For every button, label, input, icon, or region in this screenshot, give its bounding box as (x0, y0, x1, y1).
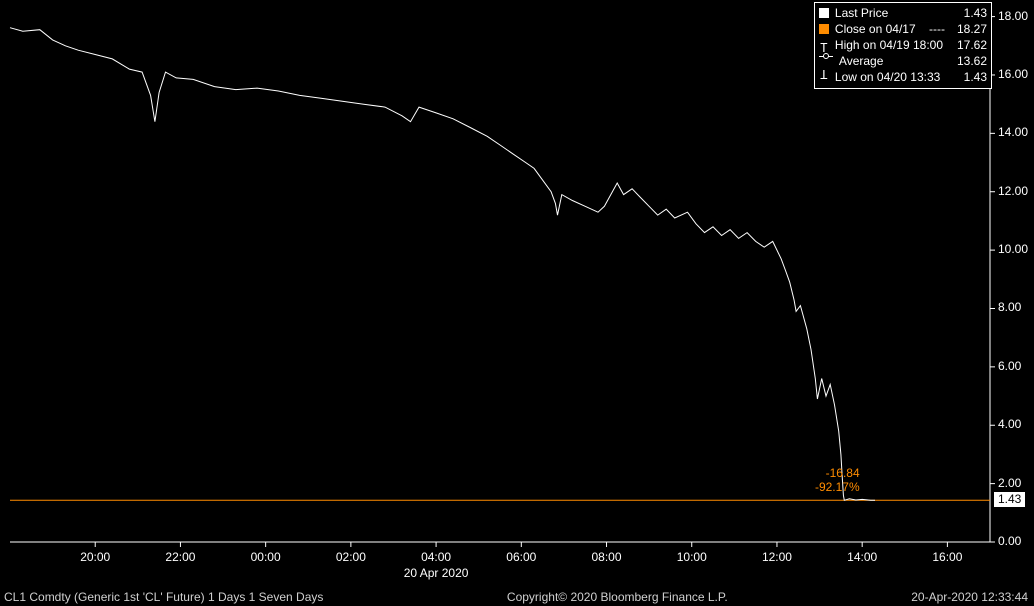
legend-dashes: ---- (929, 21, 945, 37)
legend-label: Average (839, 53, 943, 69)
legend-value: 1.43 (949, 5, 987, 21)
legend-row: Last Price 1.43 (819, 5, 987, 21)
legend-label: Low on 04/20 13:33 (835, 69, 943, 85)
chart-legend: Last Price1.43Close on 04/17----18.27THi… (814, 2, 992, 89)
legend-marker-low-icon: T (819, 72, 829, 82)
legend-row: Close on 04/17----18.27 (819, 21, 987, 37)
legend-marker-high-icon: T (819, 40, 829, 50)
legend-row: T High on 04/19 18:00 17.62 (819, 37, 987, 53)
legend-marker-last-price-icon (819, 8, 829, 18)
legend-row: Average 13.62 (819, 53, 987, 69)
legend-marker-average-icon (819, 56, 833, 66)
legend-value: 13.62 (949, 53, 987, 69)
legend-value: 1.43 (949, 69, 987, 85)
legend-label: High on 04/19 18:00 (835, 37, 943, 53)
legend-value: 17.62 (949, 37, 987, 53)
chart-svg (0, 0, 1034, 606)
close-change-percent: -92.17% (815, 480, 860, 494)
legend-label: Close on 04/17 (835, 21, 925, 37)
legend-value: 18.27 (949, 21, 987, 37)
legend-label: Last Price (835, 5, 943, 21)
bloomberg-chart: 0.002.004.006.008.0010.0012.0014.0016.00… (0, 0, 1034, 606)
last-price-flag: 1.43 (994, 492, 1025, 507)
close-change-labels: -16.84 -92.17% (815, 466, 860, 494)
last-price-flag-value: 1.43 (998, 492, 1021, 506)
legend-row: T Low on 04/20 13:33 1.43 (819, 69, 987, 85)
close-change-absolute: -16.84 (815, 466, 860, 480)
legend-marker-close-icon (819, 24, 829, 34)
